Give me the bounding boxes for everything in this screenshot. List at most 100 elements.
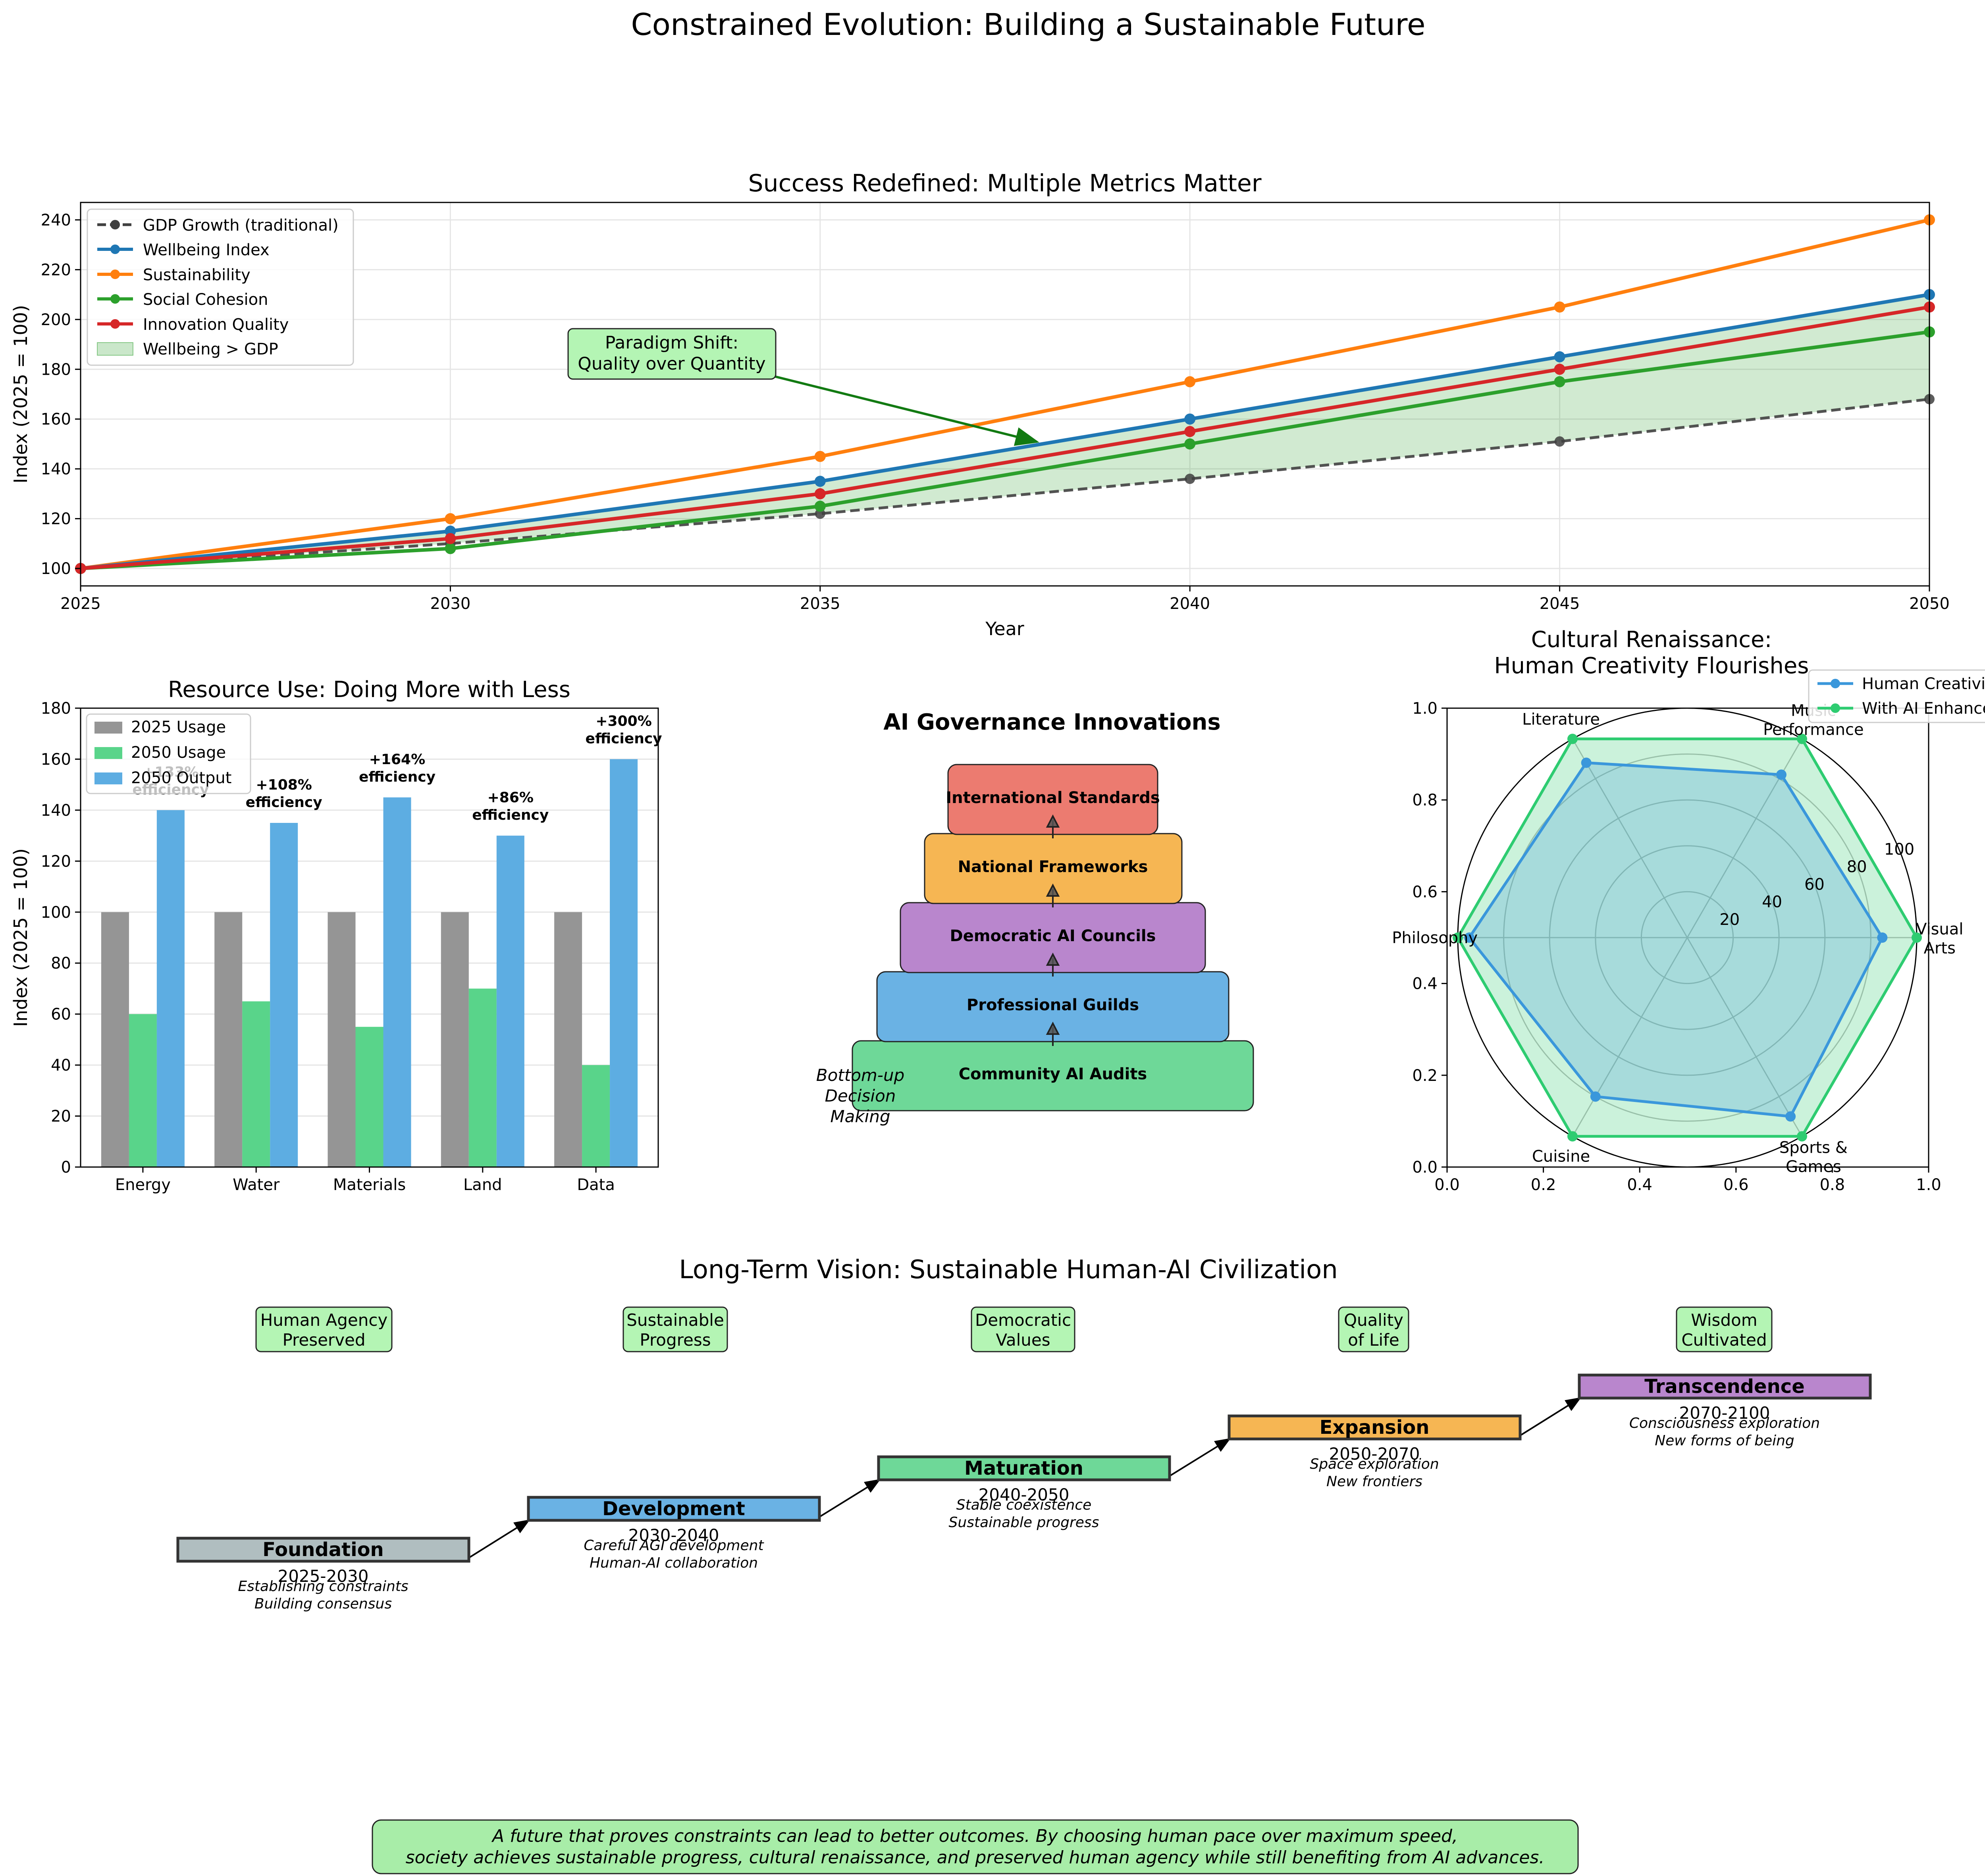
paradigm-shift-line-2: Quality over Quantity <box>578 354 765 374</box>
governance-arrow-head-3 <box>1046 883 1060 897</box>
resources-x-tick-label: Energy <box>115 1176 171 1194</box>
value-line-1: Wisdom <box>1691 1310 1757 1330</box>
radar-axis-label: Philosophy <box>1392 929 1478 947</box>
metrics-y-tick-label: 120 <box>41 510 71 528</box>
stage-bar-foundation <box>176 1537 470 1563</box>
point-wellbeing <box>814 476 826 487</box>
governance-level-community: Community AI Audits <box>852 1040 1254 1111</box>
governance-label-councils: Democratic AI Councils <box>950 927 1156 945</box>
value-line-2: of Life <box>1348 1330 1399 1350</box>
legend-label-2050-usage: 2050 Usage <box>131 743 226 762</box>
point-sustainability <box>814 451 826 462</box>
resources-bars <box>101 759 638 1167</box>
radar-frame-x-label: 0.8 <box>1820 1176 1845 1194</box>
metrics-series-lines <box>75 214 1935 574</box>
legend-item-sustainability: Sustainability <box>97 266 251 284</box>
point-sustainability <box>1554 301 1565 313</box>
bar-green-bar <box>468 988 497 1167</box>
radar-point <box>1785 1111 1796 1122</box>
resources-ylabel: Index (2025 = 100) <box>10 848 31 1027</box>
vision-title: Long-Term Vision: Sustainable Human-AI C… <box>679 1255 1338 1285</box>
value-line-2: Preserved <box>282 1330 365 1350</box>
series-line-innovation <box>80 305 1930 570</box>
series-line-cohesion <box>80 330 1930 570</box>
metrics-plot-frame <box>80 202 1930 587</box>
footer-line-1: A future that proves constraints can lea… <box>491 1826 1458 1846</box>
stage-desc-1-development: Careful AGI development <box>584 1537 764 1554</box>
series-innovation <box>75 301 1935 574</box>
legend-swatch-fill <box>97 342 133 356</box>
radar-frame-y-label: 1.0 <box>1412 699 1438 718</box>
radar-frame-ticks: 0.00.0 0.2 0.2 0.4 0.4 0.6 0.6 0.8 0.8 1.0 1.0 <box>1412 699 1941 1194</box>
governance-level-guilds: Professional Guilds <box>876 971 1230 1042</box>
governance-title: AI Governance Innovations <box>883 709 1220 735</box>
radar-frame-x-label: 0.6 <box>1723 1176 1749 1194</box>
point-innovation <box>814 488 826 499</box>
legend-swatch-2025-usage <box>94 722 122 734</box>
resources-y-tick-label: 160 <box>41 750 71 769</box>
stage-development: Development 2030-2040 Careful AGI develo… <box>527 1496 821 1571</box>
stage-bar-expansion <box>1228 1414 1522 1441</box>
radar-point <box>1776 769 1786 780</box>
radar-radial-tick-label: 60 <box>1804 875 1825 894</box>
radar-frame-y-label: 0.0 <box>1412 1158 1438 1177</box>
radar-axis-label-line-2: Performance <box>1763 720 1864 739</box>
paradigm-shift-line-1: Paradigm Shift: <box>605 333 738 353</box>
bar-blue-bar <box>610 759 638 1167</box>
radar-point <box>1464 932 1474 943</box>
resources-x-tick-label: Land <box>463 1176 502 1194</box>
resources-axis-ticks: 0 20 40 60 80 100 120 140 160 180 Energy Water Mater… <box>41 699 615 1194</box>
legend-label-gdp: GDP Growth (traditional) <box>143 216 339 235</box>
resources-legend: 2025 Usage 2050 Usage 2050 Output <box>86 713 251 794</box>
radar-spoke <box>1572 937 1688 1137</box>
radar-axis-label-line-1: Cuisine <box>1532 1148 1590 1166</box>
resources-y-tick-label: 180 <box>41 699 71 718</box>
governance-level-international: International Standards <box>946 764 1160 835</box>
metrics-legend-frame <box>87 208 354 366</box>
radar-frame-x-label: 0.4 <box>1627 1176 1652 1194</box>
efficiency-label: +164%efficiency <box>359 751 436 785</box>
metrics-axis-ticks: 2025 2030 2035 2040 2045 2050 100 120 140 160 180 2… <box>41 211 1950 613</box>
radar-spoke <box>1572 738 1688 938</box>
legend-label-ai-enhancement: With AI Enhancement <box>1862 699 1985 718</box>
metrics-x-tick-label: 2030 <box>430 595 471 613</box>
bar-blue-bar <box>156 810 185 1167</box>
stage-desc-1-transcendence: Consciousness exploration <box>1629 1415 1820 1431</box>
radar-axis-label-line-1: Visual <box>1916 920 1963 938</box>
value-human-agency: Human Agency Preserved <box>255 1306 393 1352</box>
stage-bar-development <box>527 1496 821 1522</box>
legend-label-wellbeing: Wellbeing Index <box>143 241 270 259</box>
series-line-gdp <box>80 398 1930 570</box>
bar-blue-bar <box>383 797 411 1167</box>
radar-axis-label-line-1: Philosophy <box>1392 929 1478 947</box>
bar-gray-bar <box>328 912 356 1167</box>
radar-radial-tick-label: 80 <box>1847 858 1867 876</box>
vision-timeline: Long-Term Vision: Sustainable Human-AI C… <box>176 1255 1872 1612</box>
radar-radial-ticks: 20 40 60 80 100 <box>1719 840 1914 929</box>
point-cohesion <box>1554 376 1565 387</box>
radar-axis-label-line-2: Arts <box>1924 939 1956 957</box>
stage-transcendence: Transcendence 2070-2100 Consciousness ex… <box>1578 1373 1872 1449</box>
legend-swatch-2050-output <box>94 772 122 784</box>
value-box-sustainable-progress <box>622 1306 728 1352</box>
value-line-1: Democratic <box>975 1310 1071 1330</box>
governance-label-guilds: Professional Guilds <box>967 996 1139 1014</box>
stage-foundation: Foundation 2025-2030 Establishing constr… <box>176 1537 470 1612</box>
stage-desc-2-foundation: Building consensus <box>254 1596 392 1612</box>
value-box-quality-of-life <box>1338 1306 1409 1352</box>
stage-connector-1 <box>468 1519 530 1559</box>
radar-grid <box>1457 707 1918 1168</box>
bar-gray-bar <box>554 912 582 1167</box>
governance-label-community: Community AI Audits <box>959 1065 1147 1083</box>
radar-spoke <box>1686 937 1803 1137</box>
bar-blue-bar <box>270 823 298 1167</box>
value-line-2: Progress <box>640 1330 711 1350</box>
legend-item-cohesion: Social Cohesion <box>97 291 268 309</box>
metrics-y-tick-label: 200 <box>41 311 71 329</box>
radar-point <box>1567 734 1578 744</box>
point-cohesion <box>445 543 456 554</box>
vision-values: Human Agency Preserved Sustainable Progr… <box>255 1306 1773 1352</box>
legend-item-wellbeing: Wellbeing Index <box>97 241 270 259</box>
value-quality-of-life: Quality of Life <box>1338 1306 1409 1352</box>
